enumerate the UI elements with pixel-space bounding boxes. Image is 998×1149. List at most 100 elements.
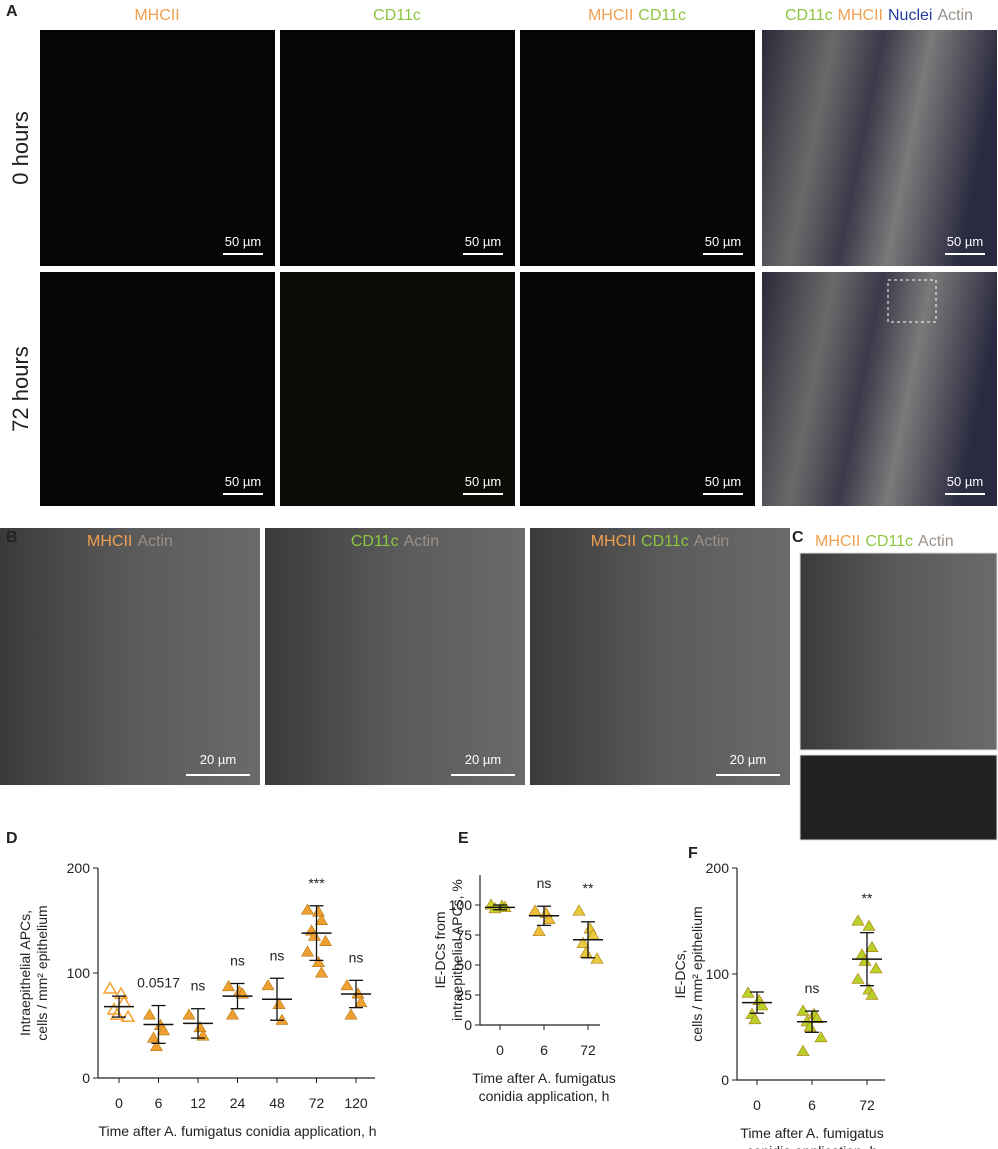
header: MHCII CD11c <box>588 7 686 24</box>
scale-bar-label: 50 µm <box>225 474 261 489</box>
scale-bar-label: 50 µm <box>225 234 261 249</box>
y-tick-label: 75 <box>456 927 472 943</box>
row-label: 0 hours <box>8 111 33 184</box>
x-axis-label: conidia application, h <box>479 1088 610 1104</box>
image <box>280 272 515 506</box>
header: MHCII CD11c Actin <box>815 533 954 550</box>
scale-bar-label: 50 µm <box>705 234 741 249</box>
image-3d-side <box>799 754 998 841</box>
header-word: Actin <box>404 533 440 550</box>
error-bar <box>581 921 595 959</box>
data-point <box>796 1004 810 1016</box>
data-point <box>156 1024 171 1036</box>
data-point <box>311 955 326 968</box>
panel-letter: D <box>6 830 18 847</box>
annotation: ns <box>537 875 552 891</box>
data-point <box>542 912 556 924</box>
error-bar <box>151 1004 166 1044</box>
scale-bar-label: 50 µm <box>947 474 983 489</box>
annotation: ns <box>191 978 206 994</box>
header: MHCII Actin <box>87 533 173 550</box>
header-word: Actin <box>918 533 954 550</box>
y-axis-label: cells / mm² epithelium <box>34 905 50 1040</box>
data-point <box>340 979 354 991</box>
data-point <box>225 1008 240 1020</box>
data-point <box>814 1031 828 1043</box>
header-word: CD11c <box>785 7 833 24</box>
data-point <box>272 997 286 1010</box>
x-axis-label: Time after A. fumigatus <box>472 1070 615 1086</box>
annotation: 0.0517 <box>137 975 180 991</box>
data-point <box>102 981 118 994</box>
header-word: MHCII <box>591 533 636 550</box>
data-point <box>311 905 326 917</box>
header: MHCII <box>134 7 179 24</box>
data-point <box>572 904 586 916</box>
header-word: Nuclei <box>888 7 932 24</box>
data-point <box>314 966 329 978</box>
image <box>280 30 515 266</box>
data-point <box>193 1021 207 1033</box>
panel-letter: F <box>688 845 698 862</box>
header-word: Actin <box>694 533 730 550</box>
header: CD11c Actin <box>351 533 439 550</box>
panel-letter: A <box>6 3 18 20</box>
error-bar <box>805 1010 819 1033</box>
header-word: CD11c <box>865 533 913 550</box>
x-tick-label: 0 <box>115 1095 123 1111</box>
data-point <box>354 995 368 1007</box>
data-point <box>261 979 275 991</box>
data-point <box>142 1008 157 1020</box>
data-point <box>113 986 129 999</box>
y-tick-label: 100 <box>449 897 473 913</box>
x-tick-label: 12 <box>190 1095 206 1111</box>
data-point <box>314 913 329 926</box>
annotation: *** <box>308 875 325 891</box>
data-point <box>579 946 593 958</box>
image <box>530 528 790 785</box>
scale-bar-label: 50 µm <box>705 474 741 489</box>
panel-letter: B <box>6 529 18 546</box>
data-point <box>498 900 512 912</box>
y-tick-label: 0 <box>721 1072 729 1088</box>
scale-bar-label: 50 µm <box>465 234 501 249</box>
header-word: Actin <box>937 7 973 24</box>
x-axis-label: conidia application, h <box>747 1143 878 1149</box>
image <box>520 30 755 266</box>
x-tick-label: 6 <box>808 1097 816 1113</box>
inset-box <box>887 279 937 323</box>
x-tick-label: 120 <box>344 1095 368 1111</box>
error-bar <box>493 904 507 911</box>
content: A B C D E F MHCII CD11c MHCII CD11c CD11c MHCII Nucl… <box>6 3 985 1149</box>
image <box>762 30 997 266</box>
data-point <box>221 980 236 992</box>
image <box>520 272 755 506</box>
scale-bar-label: 20 µm <box>730 752 766 767</box>
x-axis-label: Time after A. fumigatus conidia applicat… <box>98 1123 376 1139</box>
data-point <box>300 903 315 915</box>
data-point <box>120 1009 136 1023</box>
error-bar <box>860 932 874 987</box>
annotation: ns <box>230 953 245 969</box>
data-point <box>851 972 865 984</box>
scale-bar-label: 50 µm <box>465 474 501 489</box>
error-bar <box>230 982 245 1010</box>
image <box>265 528 525 785</box>
scale-bar-label: 20 µm <box>465 752 501 767</box>
data-point <box>318 934 333 947</box>
error-bar <box>750 991 764 1014</box>
data-point <box>869 962 883 974</box>
data-point <box>810 1011 824 1024</box>
panel-letter: C <box>792 529 804 546</box>
annotation: ** <box>583 880 594 896</box>
y-axis-label: Intraepithelial APCs, <box>17 910 33 1036</box>
x-tick-label: 6 <box>540 1042 548 1058</box>
header: CD11c <box>373 7 421 24</box>
data-point <box>351 987 365 999</box>
scale-bar-label: 20 µm <box>200 752 236 767</box>
y-tick-label: 200 <box>706 860 730 876</box>
y-tick-label: 50 <box>456 957 472 973</box>
data-point <box>803 1020 817 1032</box>
x-tick-label: 72 <box>580 1042 596 1058</box>
